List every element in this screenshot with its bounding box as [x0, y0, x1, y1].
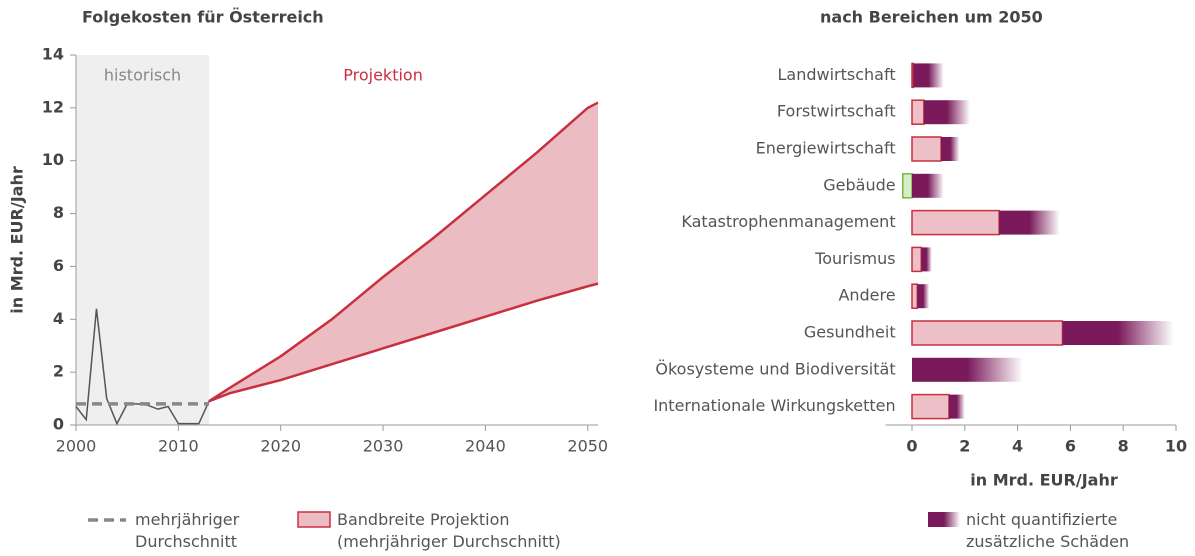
y-tick-label: 14 [42, 45, 64, 64]
category-label: Andere [838, 286, 895, 305]
y-tick-label: 4 [53, 309, 64, 328]
unquantified-bar [917, 284, 930, 309]
category-label: Katastrophenmanagement [681, 212, 895, 231]
y-tick-label: 8 [53, 203, 64, 222]
quantified-bar [902, 173, 913, 199]
unquantified-bar [1062, 321, 1174, 345]
x-tick-label: 2050 [567, 437, 608, 456]
x-tick-label: 4 [1012, 437, 1023, 456]
y-tick-label: 10 [42, 150, 64, 169]
unquantified-bar [948, 394, 965, 419]
x-tick-label: 10 [1165, 437, 1187, 456]
category-label: Energiewirtschaft [756, 139, 896, 158]
y-axis-label: in Mrd. EUR/Jahr [8, 166, 27, 314]
legend-label: mehrjähriger Durchschnitt [135, 510, 240, 551]
x-tick-label: 2000 [56, 437, 97, 456]
category-label: Ökosysteme und Biodiversität [655, 359, 895, 378]
unquantified-bar [923, 100, 971, 125]
category-label: Gebäude [823, 175, 895, 194]
quantified-bar [911, 62, 915, 89]
legend-swatch [297, 511, 331, 528]
x-tick-label: 8 [1118, 437, 1129, 456]
unquantified-bar [999, 210, 1060, 235]
y-tick-label: 12 [42, 97, 64, 116]
unquantified-bar [941, 137, 960, 161]
quantified-bar [911, 393, 950, 420]
band-edge [208, 282, 599, 403]
chart-title: Folgekosten für Österreich [82, 8, 324, 27]
band-edge [208, 101, 599, 403]
legend-swatch [928, 512, 960, 527]
unquantified-bar [913, 63, 944, 88]
x-axis-label: in Mrd. EUR/Jahr [970, 471, 1118, 490]
quantified-bar [911, 246, 922, 273]
x-tick-label: 2040 [465, 437, 506, 456]
legend-label: Bandbreite Projektion (mehrjähriger Durc… [337, 510, 561, 551]
region [76, 55, 210, 425]
x-tick-label: 2 [959, 437, 970, 456]
category-label: Landwirtschaft [777, 65, 895, 84]
x-tick-label: 2010 [158, 437, 199, 456]
category-label: Tourismus [814, 249, 895, 268]
category-label: Forstwirtschaft [777, 102, 896, 121]
quantified-bar [911, 99, 925, 125]
annotation: Projektion [343, 66, 423, 85]
legend-label: nicht quantifizierte zusätzliche Schäden [966, 510, 1130, 551]
category-label: Internationale Wirkungsketten [653, 396, 895, 415]
x-tick-label: 2030 [363, 437, 404, 456]
y-tick-label: 6 [53, 256, 64, 275]
quantified-bar [911, 209, 1000, 236]
quantified-bar [911, 136, 942, 162]
quantified-bar [911, 283, 919, 309]
x-tick-label: 0 [906, 437, 917, 456]
category-label: Gesundheit [804, 323, 896, 342]
region-label: historisch [104, 66, 181, 85]
unquantified-bar [912, 173, 944, 198]
y-tick-label: 2 [53, 362, 64, 381]
band-area [209, 102, 598, 402]
chart-title: nach Bereichen um 2050 [820, 8, 1043, 27]
y-tick-label: 0 [53, 415, 64, 434]
unquantified-bar [912, 357, 1023, 382]
x-tick-label: 2020 [260, 437, 301, 456]
x-tick-label: 6 [1065, 437, 1076, 456]
unquantified-bar [921, 247, 932, 272]
quantified-bar [911, 320, 1064, 346]
